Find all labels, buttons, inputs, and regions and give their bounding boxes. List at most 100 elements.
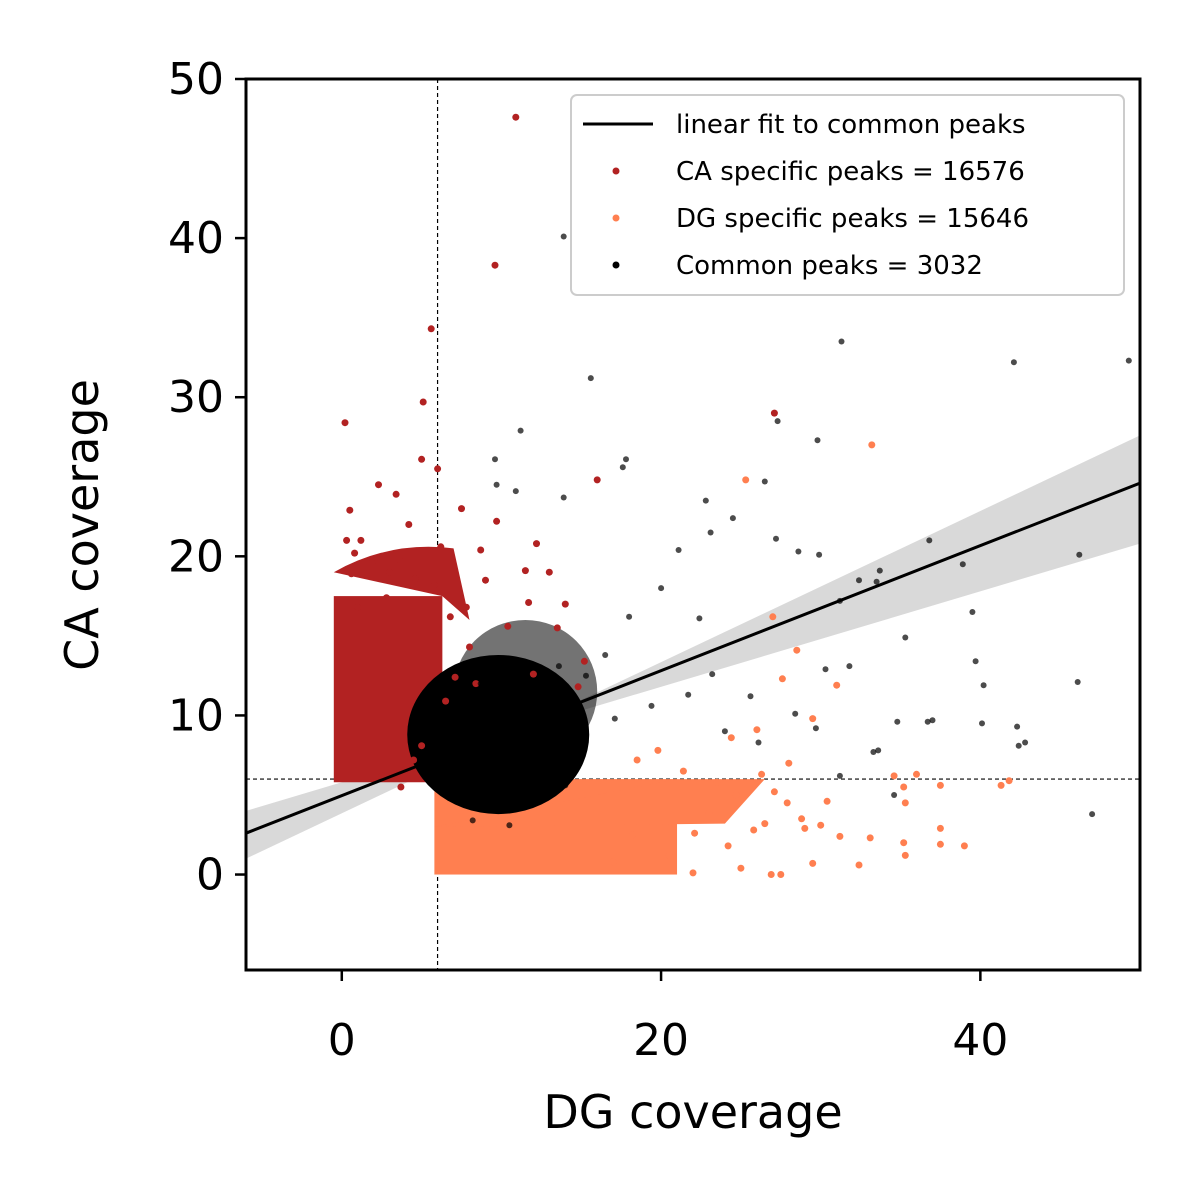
common-point [458, 715, 465, 722]
common-point [972, 658, 979, 665]
ca-specific-point [477, 546, 485, 554]
y-tick-label: 50 [168, 54, 224, 105]
common-point [562, 782, 569, 789]
dg-specific-point [689, 869, 697, 877]
dg-specific-point [758, 770, 766, 778]
ca-specific-point [410, 756, 418, 764]
common-point [702, 497, 709, 504]
common-point [747, 693, 754, 700]
ca-specific-point [482, 576, 489, 584]
common-point [500, 742, 506, 749]
ca-specific-point [533, 540, 540, 548]
dg-specific-point [783, 799, 791, 807]
common-series [448, 233, 1132, 829]
dg-specific-point [769, 613, 777, 621]
dg-specific-point [833, 681, 841, 689]
dg-specific-point [778, 675, 786, 683]
dg-specific-point [654, 746, 662, 754]
common-point [812, 725, 819, 732]
legend-label-common: Common peaks = 3032 [676, 251, 983, 281]
common-point [876, 567, 883, 574]
ca-specific-point [386, 568, 394, 576]
common-point [482, 720, 489, 727]
dg-specific-point [705, 809, 713, 816]
ca-specific-point [351, 549, 359, 557]
ca-specific-point [357, 536, 365, 544]
ca-specific-point [446, 613, 454, 621]
ca-specific-point [580, 657, 588, 665]
ca-specific-point [354, 603, 362, 611]
ca-specific-point [512, 113, 520, 121]
y-tick-label: 20 [168, 531, 224, 582]
ca-specific-point [395, 556, 403, 563]
common-point [870, 749, 877, 755]
dg-specific-point [628, 831, 636, 839]
ca-specific-point [378, 772, 386, 780]
dg-specific-point [936, 781, 944, 789]
ca-specific-point [466, 643, 473, 651]
dg-specific-point [777, 871, 785, 878]
common-point [838, 338, 845, 345]
legend-label-ca-specific: CA specific peaks = 16576 [676, 157, 1025, 187]
ca-specific-point [525, 599, 533, 606]
dg-specific-point [960, 842, 968, 850]
common-point [514, 774, 521, 781]
plot-frame [244, 77, 1142, 972]
dg-specific-point [997, 781, 1005, 789]
dg-specific-point [753, 726, 761, 734]
y-axis: 0 10 20 30 40 50 [168, 54, 246, 901]
ca-specific-point [442, 697, 450, 705]
ca-specific-point [411, 575, 419, 583]
dg-specific-point [900, 783, 908, 791]
dg-specific-point [866, 834, 874, 842]
common-point [755, 739, 762, 746]
dg-specific-point [679, 767, 687, 775]
dg-specific-point [901, 851, 909, 859]
ca-specific-point [451, 673, 459, 681]
common-point [511, 666, 518, 673]
common-point [980, 682, 987, 689]
common-point [979, 720, 985, 727]
common-point [902, 634, 909, 641]
common-point [560, 494, 567, 501]
dg-specific-series [609, 441, 1013, 878]
dg-specific-point [900, 839, 908, 847]
ca-specific-point [346, 506, 354, 514]
dg-specific-point [713, 778, 721, 786]
common-point [1014, 723, 1021, 730]
common-point [707, 529, 714, 536]
legend: linear fit to common peaks CA specific pe… [570, 94, 1125, 296]
common-point [517, 427, 524, 434]
ca-dense-cluster-top [333, 546, 470, 620]
common-point [969, 609, 976, 615]
ca-specific-point [504, 622, 512, 630]
dg-specific-point [727, 734, 735, 742]
y-tick-label: 0 [196, 850, 224, 901]
ca-specific-point [561, 600, 569, 608]
dg-specific-point [798, 815, 806, 823]
plot-area [246, 79, 1140, 970]
dg-specific-point [742, 476, 750, 484]
ca-specific-point [368, 559, 376, 567]
common-point [836, 772, 843, 779]
ca-specific-point [458, 505, 465, 513]
legend-marker-ca-specific [612, 167, 620, 175]
common-point [675, 547, 682, 553]
common-point [856, 577, 862, 584]
ca-specific-point [770, 409, 778, 417]
ca-specific-point [341, 419, 349, 427]
dg-specific-point [809, 859, 817, 867]
common-point [493, 481, 500, 488]
common-point [1022, 739, 1029, 746]
ca-specific-point [405, 521, 413, 528]
common-point [929, 717, 936, 724]
dg-specific-point [609, 858, 617, 866]
ca-specific-point [347, 570, 355, 578]
common-point [685, 691, 692, 698]
dg-specific-point [901, 799, 909, 807]
dg-specific-point [823, 797, 831, 805]
dg-specific-point [817, 821, 825, 829]
common-point [602, 652, 609, 658]
dg-specific-point [785, 759, 793, 767]
dg-specific-point [737, 864, 745, 872]
